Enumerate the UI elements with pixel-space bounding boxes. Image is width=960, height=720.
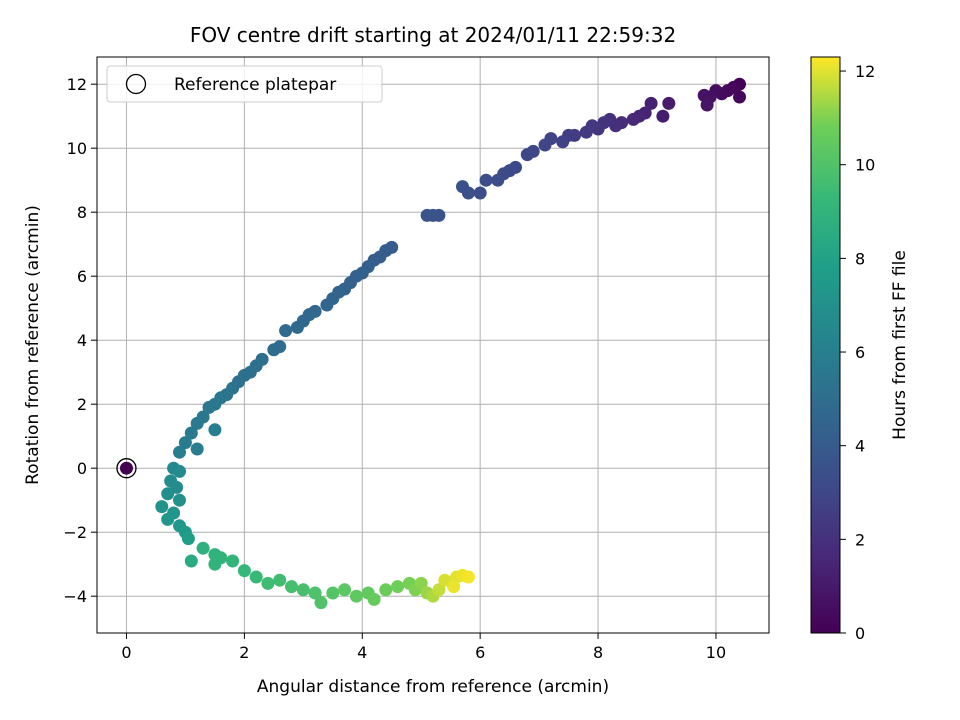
data-point-51 [320, 298, 334, 312]
x-tick-label-3: 6 [475, 643, 485, 662]
data-point-39 [420, 208, 434, 222]
data-point-102 [326, 586, 340, 600]
data-point-14 [626, 112, 640, 126]
y-tick-label-7: 10 [67, 139, 87, 158]
data-point-77 [173, 464, 186, 478]
x-tick-label-2: 4 [357, 643, 367, 662]
legend: Reference platepar [106, 65, 383, 103]
data-point-75 [208, 423, 222, 437]
x-tick-label-1: 2 [239, 643, 249, 662]
data-point-114 [432, 583, 446, 597]
x-tick-label-0: 0 [121, 643, 131, 662]
data-point-107 [379, 583, 393, 597]
y-tick-label-6: 8 [77, 203, 87, 222]
data-point-3 [733, 90, 746, 104]
data-point-24 [556, 135, 570, 149]
data-point-111 [414, 576, 428, 590]
legend-box [106, 65, 383, 103]
data-point-103 [338, 583, 352, 597]
colorbar-label: Hours from first FF file [890, 250, 910, 440]
colorbar-tick-label-2: 4 [855, 437, 865, 456]
data-point-82 [155, 500, 169, 514]
data-point-10 [656, 109, 670, 123]
data-point-55 [290, 320, 304, 334]
data-point-26 [538, 138, 552, 152]
data-point-119 [447, 580, 461, 594]
data-point-104 [349, 589, 363, 603]
reference-point [119, 461, 133, 475]
data-point-68 [202, 400, 216, 414]
colorbar-tick-label-5: 10 [855, 156, 875, 175]
data-point-98 [285, 580, 298, 594]
colorbar-tick-label-3: 6 [855, 343, 865, 362]
data-point-73 [173, 445, 186, 459]
data-point-99 [296, 583, 310, 597]
data-point-71 [184, 426, 198, 440]
y-axis-label: Rotation from reference (arcmin) [23, 205, 43, 485]
data-point-106 [367, 592, 381, 606]
data-point-74 [190, 442, 204, 456]
data-point-94 [237, 564, 251, 578]
data-point-93 [226, 554, 240, 568]
data-point-58 [267, 343, 281, 357]
data-point-89 [196, 541, 210, 555]
data-points [155, 77, 746, 610]
data-point-96 [261, 576, 275, 590]
data-point-34 [473, 186, 487, 200]
colorbar [810, 56, 841, 634]
data-point-81 [173, 493, 186, 507]
x-axis-ticks: 0 2 4 6 8 10 [121, 633, 726, 662]
reference-point-ring [116, 458, 137, 479]
data-point-101 [314, 596, 328, 610]
data-point-97 [273, 573, 287, 587]
data-point-70 [190, 416, 204, 430]
x-axis-label: Angular distance from reference (arcmin) [257, 677, 609, 697]
data-point-87 [181, 532, 195, 546]
data-point-56 [279, 324, 293, 338]
data-point-9 [662, 96, 676, 110]
data-point-100 [308, 586, 322, 600]
data-point-80 [161, 487, 175, 501]
colorbar-tick-label-0: 0 [855, 624, 865, 643]
colorbar-ticks: 0 2 4 6 8 10 12 [840, 62, 875, 643]
y-tick-label-3: 2 [77, 395, 87, 414]
colorbar-tick-label-4: 8 [855, 249, 865, 268]
x-tick-label-4: 8 [593, 643, 603, 662]
data-point-32 [491, 173, 505, 187]
data-point-108 [391, 580, 405, 594]
y-tick-label-8: 12 [67, 75, 87, 94]
data-point-118 [461, 570, 475, 584]
x-tick-label-5: 10 [706, 643, 726, 662]
legend-entry-reference: Reference platepar [174, 75, 336, 95]
data-point-33 [479, 173, 493, 187]
y-tick-label-4: 4 [77, 331, 87, 350]
y-tick-label-5: 6 [77, 267, 87, 286]
data-point-28 [520, 148, 534, 162]
colorbar-tick-label-6: 12 [855, 62, 875, 81]
data-point-8 [700, 98, 714, 112]
plot-area-frame [96, 56, 770, 634]
data-point-84 [161, 512, 175, 526]
chart-title: FOV centre drift starting at 2024/01/11 … [190, 23, 676, 47]
y-axis-ticks: −4 −2 0 2 4 6 8 10 12 [63, 75, 97, 606]
data-point-88 [184, 554, 198, 568]
data-point-92 [208, 557, 222, 571]
data-point-36 [456, 180, 469, 194]
y-tick-label-1: −2 [63, 523, 87, 542]
data-point-72 [178, 436, 192, 450]
y-tick-label-0: −4 [63, 587, 87, 606]
reference-marker [116, 458, 137, 479]
y-tick-label-2: 0 [77, 459, 87, 478]
data-point-11 [644, 96, 658, 110]
legend-marker [125, 73, 147, 95]
data-point-95 [249, 570, 263, 584]
colorbar-tick-label-1: 2 [855, 530, 865, 549]
data-point-21 [579, 125, 593, 139]
